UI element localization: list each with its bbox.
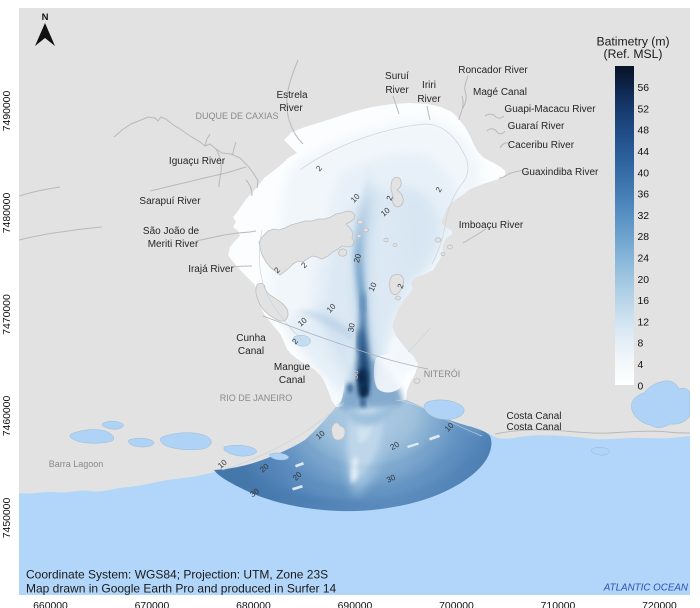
svg-text:7490000: 7490000 xyxy=(2,91,13,132)
svg-text:(Ref. MSL): (Ref. MSL) xyxy=(604,47,663,61)
svg-text:24: 24 xyxy=(638,254,650,265)
svg-text:2: 2 xyxy=(434,185,444,194)
svg-text:7470000: 7470000 xyxy=(2,294,13,335)
svg-text:2: 2 xyxy=(299,260,309,270)
svg-text:Estrela: Estrela xyxy=(276,90,308,101)
svg-text:48: 48 xyxy=(638,126,650,137)
svg-text:Meriti River: Meriti River xyxy=(148,239,199,250)
svg-text:Mangue: Mangue xyxy=(274,362,311,373)
svg-text:ATLANTIC OCEAN: ATLANTIC OCEAN xyxy=(603,583,689,594)
svg-text:RIO DE JANEIRO: RIO DE JANEIRO xyxy=(220,393,293,403)
svg-text:São João de: São João de xyxy=(143,226,200,237)
svg-text:7450000: 7450000 xyxy=(2,498,13,539)
svg-text:8: 8 xyxy=(638,339,644,350)
svg-text:Costa Canal: Costa Canal xyxy=(506,422,561,433)
svg-text:Canal: Canal xyxy=(238,346,264,357)
svg-text:DUQUE DE CAXIAS: DUQUE DE CAXIAS xyxy=(195,111,278,121)
svg-text:0: 0 xyxy=(638,381,644,392)
svg-text:Suruí: Suruí xyxy=(385,71,409,82)
svg-text:Caceribu River: Caceribu River xyxy=(508,140,575,151)
svg-text:2: 2 xyxy=(290,336,300,346)
svg-text:4: 4 xyxy=(638,360,644,371)
svg-text:670000: 670000 xyxy=(135,601,170,608)
svg-text:32: 32 xyxy=(638,211,650,222)
svg-text:2: 2 xyxy=(314,163,324,173)
svg-text:28: 28 xyxy=(638,232,650,243)
svg-text:Iguaçu River: Iguaçu River xyxy=(169,156,226,167)
svg-text:710000: 710000 xyxy=(541,601,576,608)
svg-text:660000: 660000 xyxy=(33,601,68,608)
svg-text:Roncador River: Roncador River xyxy=(458,65,528,76)
svg-text:Irajá River: Irajá River xyxy=(188,264,234,275)
svg-text:Batimetry (m): Batimetry (m) xyxy=(596,35,669,49)
svg-text:2: 2 xyxy=(396,282,406,290)
svg-text:Magé Canal: Magé Canal xyxy=(473,87,527,98)
svg-text:Map drawn in Google Earth Pro: Map drawn in Google Earth Pro and produc… xyxy=(26,582,337,596)
svg-text:690000: 690000 xyxy=(338,601,373,608)
svg-text:Barra Lagoon: Barra Lagoon xyxy=(49,459,104,469)
svg-text:680000: 680000 xyxy=(236,601,271,608)
svg-text:2: 2 xyxy=(385,194,395,202)
svg-text:7480000: 7480000 xyxy=(2,193,13,234)
svg-text:30: 30 xyxy=(385,473,397,485)
svg-text:Cunha: Cunha xyxy=(236,333,266,344)
svg-text:30: 30 xyxy=(346,322,357,333)
svg-text:River: River xyxy=(385,85,409,96)
svg-text:40: 40 xyxy=(638,168,650,179)
svg-text:20: 20 xyxy=(638,275,650,286)
svg-text:Sarapuí River: Sarapuí River xyxy=(139,196,201,207)
svg-text:7460000: 7460000 xyxy=(2,396,13,437)
svg-text:12: 12 xyxy=(638,317,650,328)
svg-text:Coordinate System: WGS84; Proj: Coordinate System: WGS84; Projection: UT… xyxy=(26,568,328,582)
svg-text:Guapi-Macacu River: Guapi-Macacu River xyxy=(504,104,596,115)
svg-text:20: 20 xyxy=(352,252,363,263)
svg-text:52: 52 xyxy=(638,104,650,115)
svg-text:56: 56 xyxy=(638,83,650,94)
svg-text:Guaxindiba River: Guaxindiba River xyxy=(522,167,599,178)
svg-text:Imboaçu River: Imboaçu River xyxy=(459,220,524,231)
svg-text:Costa Canal: Costa Canal xyxy=(506,411,561,422)
svg-text:Canal: Canal xyxy=(279,375,305,386)
svg-text:36: 36 xyxy=(638,190,650,201)
svg-text:Iriri: Iriri xyxy=(422,80,436,91)
svg-text:River: River xyxy=(417,94,441,105)
svg-text:720000: 720000 xyxy=(642,601,677,608)
svg-text:Guaraí River: Guaraí River xyxy=(508,121,565,132)
svg-text:River: River xyxy=(279,103,303,114)
svg-text:N: N xyxy=(42,12,49,23)
svg-text:50: 50 xyxy=(351,369,361,379)
svg-text:700000: 700000 xyxy=(439,601,474,608)
svg-text:NITERÓI: NITERÓI xyxy=(424,369,461,379)
svg-text:16: 16 xyxy=(638,296,650,307)
svg-text:44: 44 xyxy=(638,147,650,158)
svg-text:10: 10 xyxy=(367,281,379,293)
svg-text:2: 2 xyxy=(272,265,282,275)
